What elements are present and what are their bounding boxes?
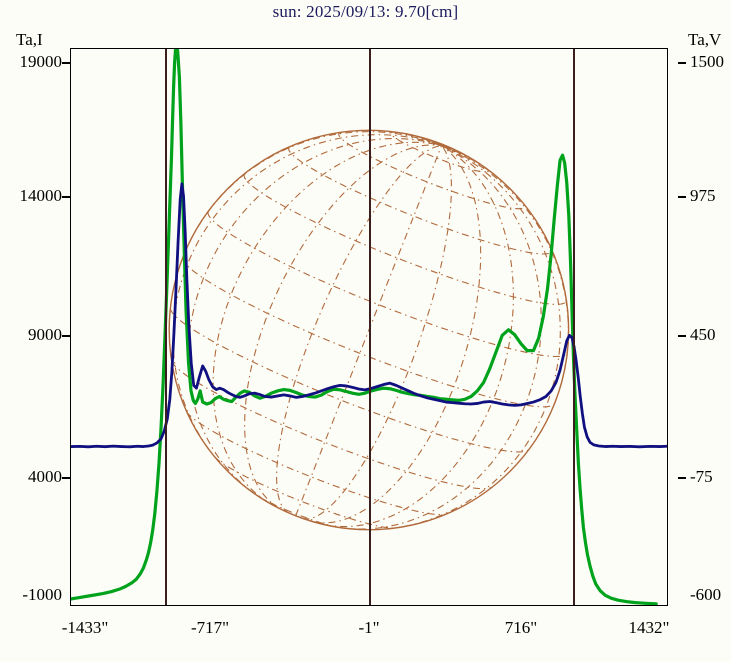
y-tick-label-left-0: 19000 xyxy=(19,52,63,71)
x-tick-label-3: 716" xyxy=(504,618,538,637)
west-limb-line xyxy=(573,49,575,605)
chart-title: sun: 2025/09/13: 9.70[cm] xyxy=(272,2,459,21)
solar-grid-line xyxy=(323,145,514,528)
curve-ta-v xyxy=(71,182,667,449)
y-tick-label-right-0: 1500 xyxy=(690,52,724,71)
x-tick-label-2: -1" xyxy=(358,618,380,637)
solar-grid-line xyxy=(288,146,553,255)
curve-ta-i xyxy=(71,49,658,605)
solar-grid-line xyxy=(207,211,568,358)
solar-grid-line xyxy=(172,134,442,463)
y-tick-label-right-3: -75 xyxy=(690,467,713,486)
y-tick-label-left-3: 4000 xyxy=(28,467,62,486)
left-axis-caption: Ta,I xyxy=(16,30,43,49)
y-tick-label-right-4: -600 xyxy=(690,585,722,604)
solar-grid-line xyxy=(441,145,515,194)
solar-grid-line xyxy=(169,307,530,453)
solar-grid-line xyxy=(441,145,448,147)
solar-grid-line xyxy=(441,145,569,404)
solar-grid-line xyxy=(182,131,442,258)
east-limb-line xyxy=(165,49,167,605)
y-tick-label-left-2: 9000 xyxy=(28,325,62,344)
y-tick-mark-3 xyxy=(62,477,70,479)
y-tick-mark-right-1 xyxy=(678,196,686,198)
solar-grid-line xyxy=(214,456,395,529)
x-tick-label-4: 1432" xyxy=(628,618,670,637)
solar-grid-line xyxy=(182,256,556,408)
x-tick-label-1: -717" xyxy=(190,618,230,637)
y-tick-label-left-1: 14000 xyxy=(19,186,63,205)
central-meridian-line xyxy=(369,49,371,605)
y-tick-mark-0 xyxy=(62,62,70,64)
solar-grid-line xyxy=(244,144,442,510)
solar-grid-line xyxy=(302,145,452,520)
y-tick-mark-2 xyxy=(62,335,70,337)
y-tick-mark-right-0 xyxy=(678,62,686,64)
plot-canvas xyxy=(71,49,667,605)
plot-area xyxy=(70,48,668,606)
solar-grid-line xyxy=(171,360,493,490)
x-tick-label-0: -1433" xyxy=(61,618,109,637)
solar-disk-overlay xyxy=(168,129,570,531)
y-tick-label-right-2: 450 xyxy=(690,325,716,344)
y-tick-mark-1 xyxy=(62,196,70,198)
y-tick-mark-right-2 xyxy=(678,335,686,337)
right-axis-caption: Ta,V xyxy=(688,30,722,49)
solar-grid-line xyxy=(276,145,442,514)
y-tick-label-right-1: 975 xyxy=(690,186,716,205)
y-tick-mark-right-3 xyxy=(678,477,686,479)
solar-grid-line xyxy=(186,411,447,516)
solar-grid-line xyxy=(187,137,442,494)
solar-grid-line xyxy=(390,131,488,173)
solar-grid-line xyxy=(212,141,442,504)
y-tick-label-left-4: -1000 xyxy=(22,585,62,604)
solar-grid-line xyxy=(387,145,561,530)
solar-grid-line xyxy=(342,145,542,530)
solar-grid-line xyxy=(311,145,482,524)
